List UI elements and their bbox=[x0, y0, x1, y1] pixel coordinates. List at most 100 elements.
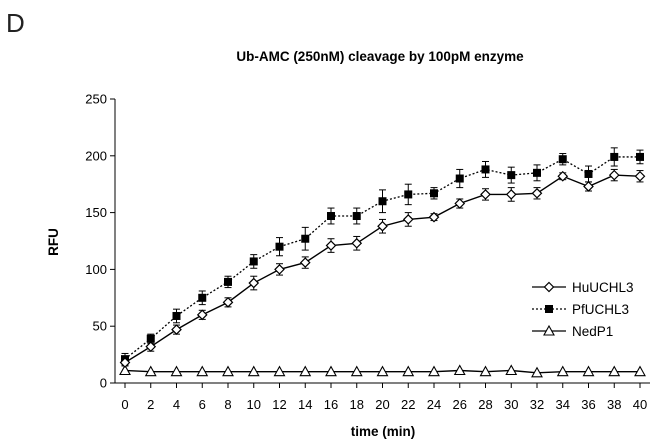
diamond-marker bbox=[377, 220, 388, 232]
x-tick-label: 22 bbox=[401, 397, 415, 412]
x-tick-label: 40 bbox=[633, 397, 647, 412]
diamond-marker bbox=[119, 357, 131, 368]
series-line bbox=[124, 156, 640, 360]
triangle-marker bbox=[453, 364, 466, 376]
x-tick-label: 34 bbox=[556, 397, 570, 412]
chart-title: Ub-AMC (250nM) cleavage by 100pM enzyme bbox=[236, 49, 524, 64]
square-marker bbox=[430, 189, 438, 198]
square-marker bbox=[172, 311, 181, 320]
y-tick-label: 200 bbox=[85, 148, 107, 163]
x-tick-label: 38 bbox=[607, 397, 621, 412]
legend-item-PfUCHL3: PfUCHL3 bbox=[532, 302, 629, 317]
y-axis-label: RFU bbox=[46, 228, 61, 256]
triangle-marker bbox=[119, 364, 131, 376]
x-tick-label: 26 bbox=[453, 397, 467, 412]
x-axis-label: time (min) bbox=[351, 424, 416, 439]
x-tick-label: 32 bbox=[530, 397, 544, 412]
triangle-marker bbox=[144, 365, 157, 377]
series-PfUCHL3 bbox=[121, 147, 644, 366]
diamond-marker bbox=[583, 181, 594, 192]
diamond-marker bbox=[274, 264, 285, 275]
triangle-marker bbox=[428, 365, 440, 377]
square-marker bbox=[352, 212, 361, 221]
square-marker bbox=[558, 155, 567, 164]
x-tick-label: 24 bbox=[427, 397, 441, 412]
triangle-marker bbox=[582, 365, 595, 377]
series-HuUCHL3 bbox=[119, 168, 646, 368]
square-marker bbox=[545, 305, 553, 313]
y-tick-label: 0 bbox=[100, 376, 107, 391]
x-tick-label: 6 bbox=[199, 397, 206, 412]
triangle-marker bbox=[479, 365, 492, 377]
legend-label: NedP1 bbox=[572, 324, 613, 339]
x-tick-label: 30 bbox=[504, 397, 518, 412]
y-tick-label: 250 bbox=[85, 92, 107, 107]
triangle-marker bbox=[608, 365, 621, 377]
x-tick-label: 28 bbox=[478, 397, 492, 412]
series-NedP1 bbox=[119, 364, 646, 378]
triangle-marker bbox=[531, 366, 543, 378]
triangle-marker bbox=[325, 365, 337, 377]
diamond-marker bbox=[557, 170, 569, 182]
square-marker bbox=[404, 190, 413, 199]
diamond-marker bbox=[454, 198, 466, 209]
triangle-marker bbox=[170, 365, 183, 377]
triangle-marker bbox=[196, 365, 209, 377]
x-tick-label: 4 bbox=[173, 397, 180, 412]
triangle-marker bbox=[273, 365, 286, 377]
square-marker bbox=[481, 165, 490, 174]
diamond-marker bbox=[325, 240, 337, 251]
square-marker bbox=[636, 152, 644, 161]
legend-item-NedP1: NedP1 bbox=[532, 324, 613, 339]
x-tick-label: 10 bbox=[247, 397, 261, 412]
square-marker bbox=[455, 174, 464, 183]
legend-item-HuUCHL3: HuUCHL3 bbox=[532, 280, 634, 295]
x-tick-label: 12 bbox=[272, 397, 286, 412]
diamond-marker bbox=[196, 309, 208, 321]
x-tick-label: 0 bbox=[121, 397, 128, 412]
diamond-marker bbox=[531, 187, 543, 199]
square-marker bbox=[224, 277, 232, 286]
panel-label: D bbox=[6, 8, 25, 38]
triangle-marker bbox=[634, 365, 646, 377]
square-marker bbox=[249, 257, 258, 266]
x-tick-label: 18 bbox=[350, 397, 364, 412]
square-marker bbox=[378, 197, 387, 206]
diamond-marker bbox=[171, 324, 182, 335]
square-marker bbox=[301, 234, 310, 243]
square-marker bbox=[507, 171, 516, 180]
legend-label: PfUCHL3 bbox=[572, 302, 629, 317]
diamond-marker bbox=[299, 257, 311, 268]
x-tick-label: 36 bbox=[581, 397, 595, 412]
diamond-marker bbox=[480, 189, 491, 200]
triangle-marker bbox=[402, 365, 415, 377]
triangle-marker bbox=[222, 365, 234, 377]
square-marker bbox=[198, 293, 207, 302]
triangle-marker bbox=[543, 324, 555, 336]
legend: HuUCHL3 PfUCHL3 NedP1 bbox=[532, 280, 634, 339]
diamond-marker bbox=[543, 281, 555, 293]
triangle-marker bbox=[247, 365, 260, 377]
diamond-marker bbox=[634, 170, 646, 182]
triangle-marker bbox=[299, 365, 312, 377]
series-layer bbox=[119, 147, 646, 378]
x-tick-label: 14 bbox=[298, 397, 312, 412]
diamond-marker bbox=[608, 169, 620, 181]
diamond-marker bbox=[351, 237, 363, 249]
square-marker bbox=[275, 242, 284, 251]
triangle-marker bbox=[350, 365, 363, 377]
x-tick-label: 16 bbox=[324, 397, 338, 412]
diamond-marker bbox=[222, 296, 234, 308]
square-marker bbox=[584, 169, 593, 178]
y-tick-label: 50 bbox=[93, 319, 107, 334]
x-tick-label: 20 bbox=[375, 397, 389, 412]
x-tick-label: 2 bbox=[147, 397, 154, 412]
diamond-marker bbox=[428, 211, 440, 223]
square-marker bbox=[146, 334, 155, 343]
diamond-marker bbox=[248, 277, 260, 289]
x-tick-label: 8 bbox=[224, 397, 231, 412]
diamond-marker bbox=[145, 341, 157, 352]
triangle-marker bbox=[376, 365, 389, 377]
